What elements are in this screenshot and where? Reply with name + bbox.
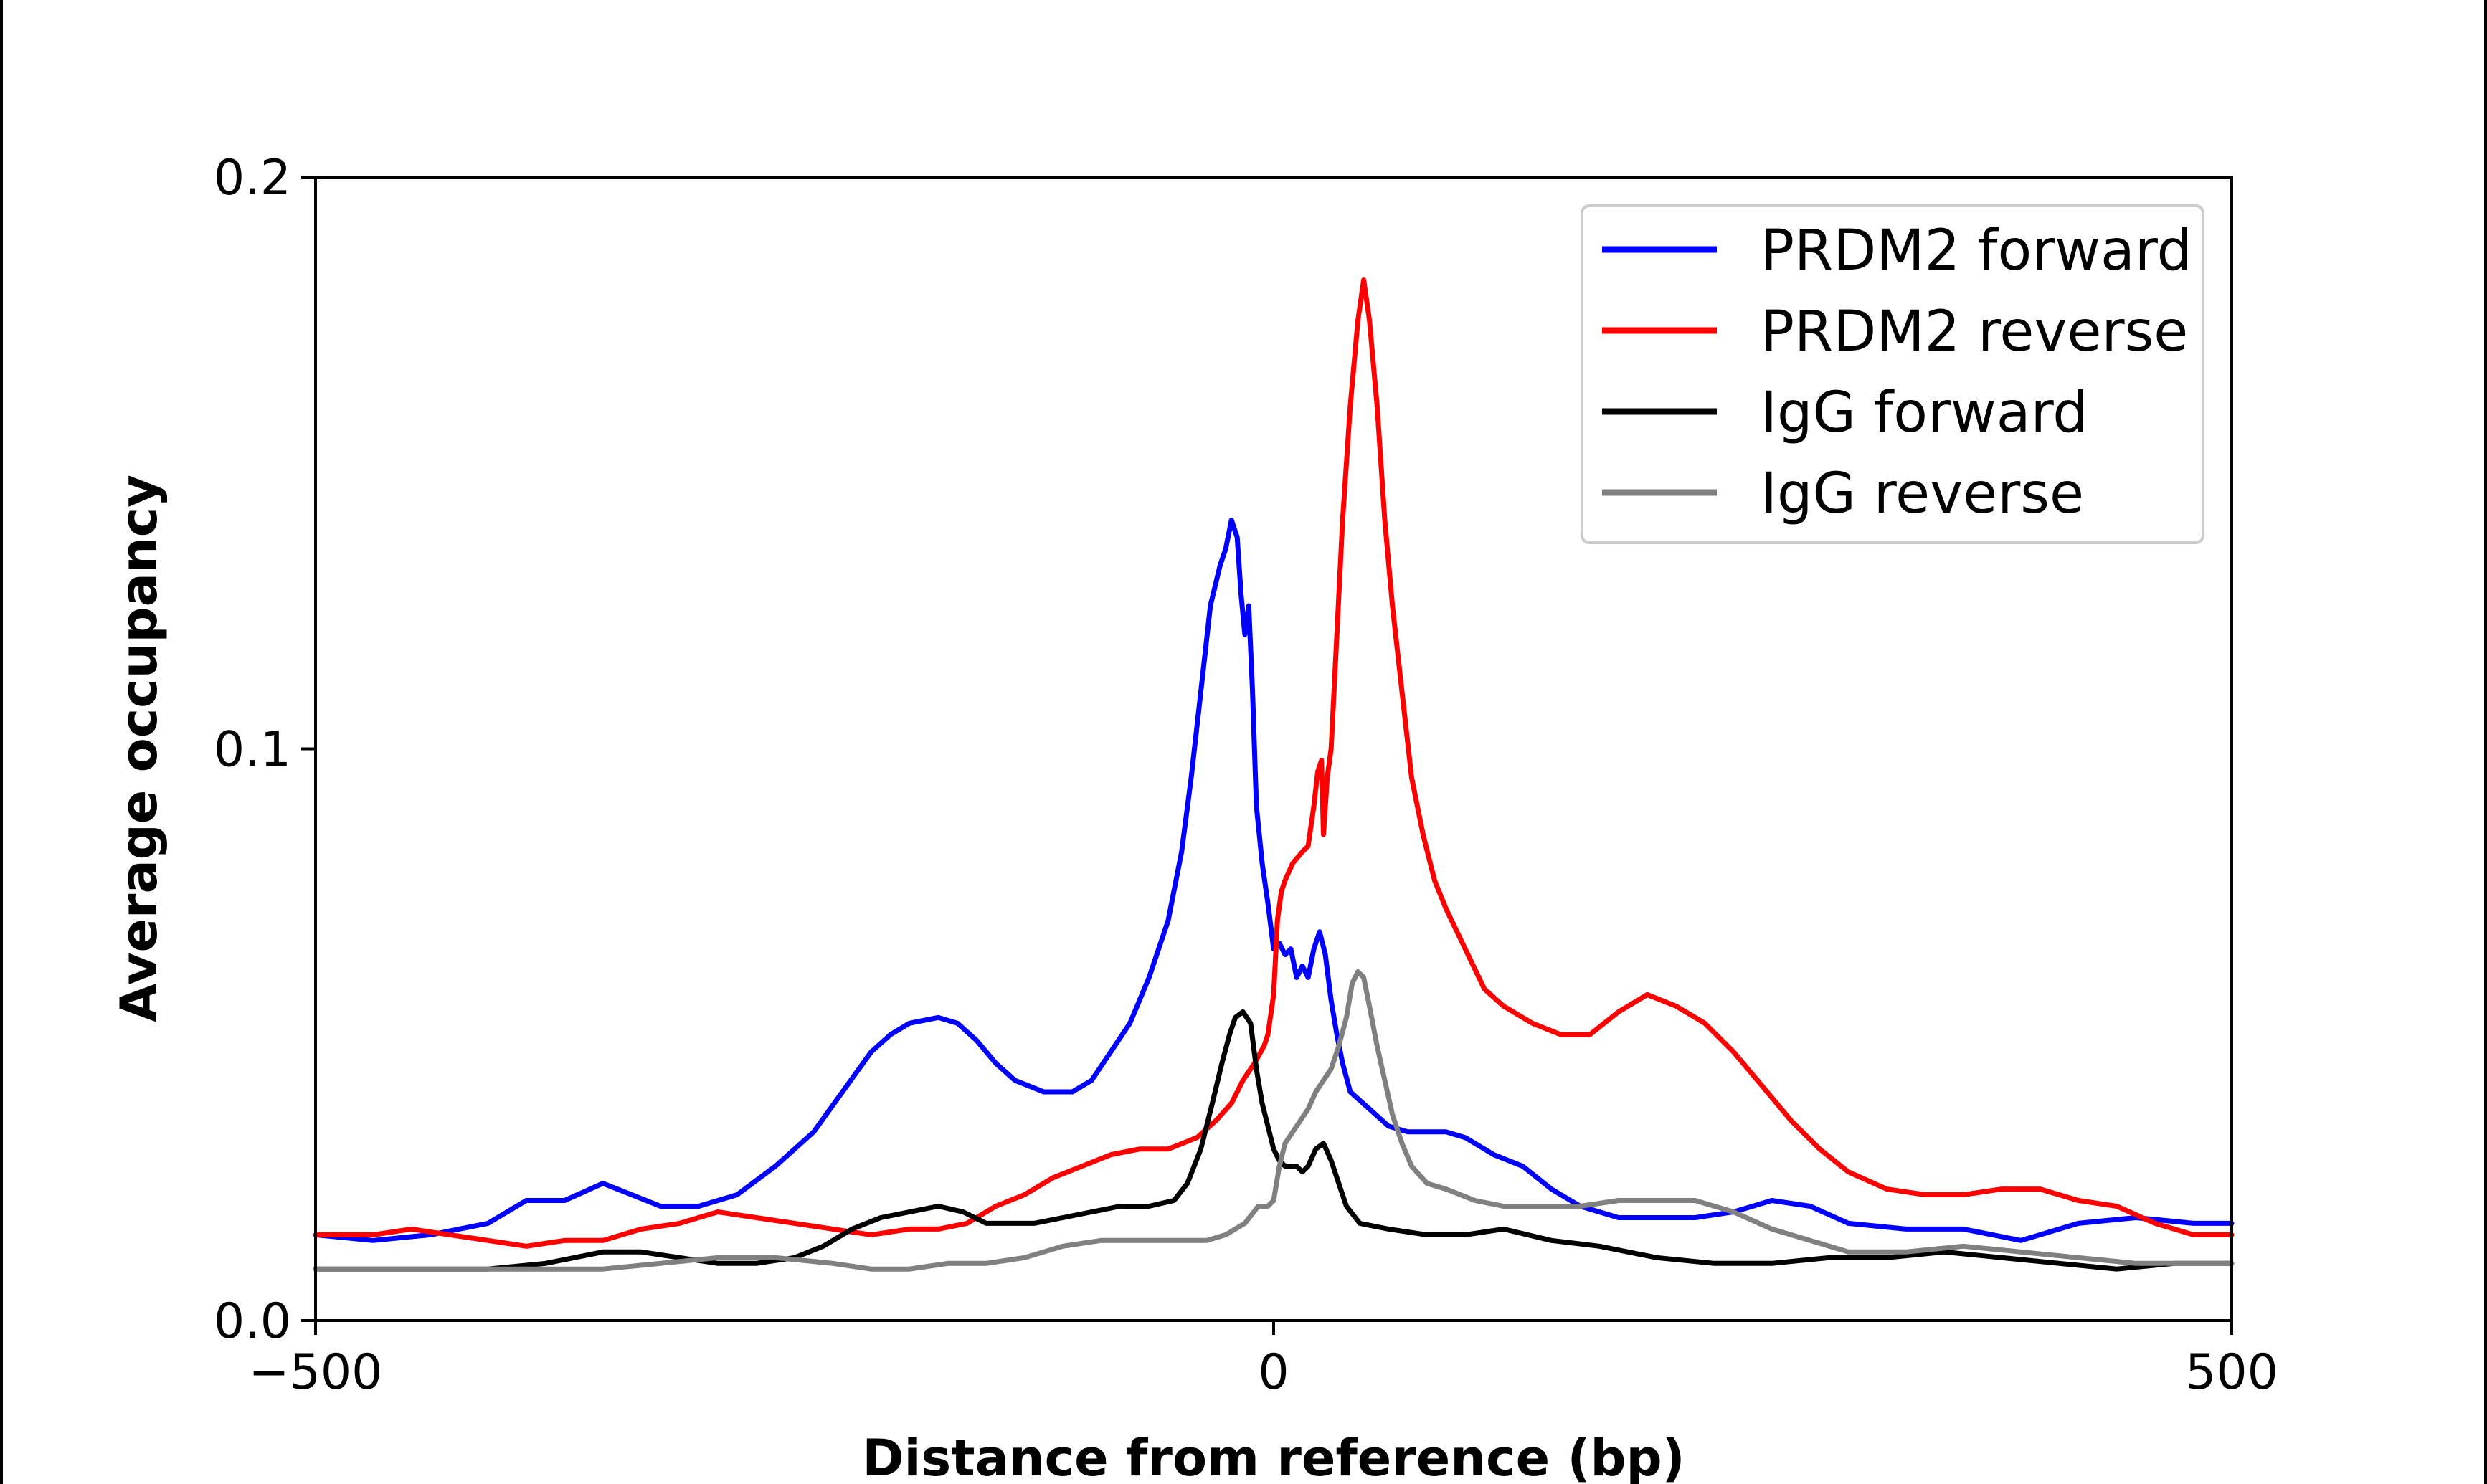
legend-label-igg-forward: IgG forward — [1761, 381, 2088, 445]
x-tick-label: −500 — [249, 1344, 383, 1401]
x-tick-label: 500 — [2185, 1344, 2278, 1401]
legend: PRDM2 forward PRDM2 reverse IgG forward IgG… — [1581, 204, 2204, 544]
legend-box — [1581, 204, 2204, 544]
x-axis-label: Distance from reference (bp) — [862, 1429, 1685, 1484]
legend-label-prdm2-reverse: PRDM2 reverse — [1761, 300, 2188, 364]
y-axis-label: Average occupancy — [110, 475, 169, 1022]
series-line-igg-reverse — [313, 969, 2235, 1272]
series-line-prdm2-forward — [313, 518, 2235, 1243]
series-layer — [313, 277, 2235, 1272]
y-tick-label: 0.1 — [214, 722, 291, 779]
right-edge-bar — [2484, 0, 2487, 1484]
ticks-layer: −500 0 500 0.0 0.1 0.2 — [214, 150, 2278, 1401]
series-line-prdm2-reverse — [313, 277, 2235, 1249]
legend-items: PRDM2 forward PRDM2 reverse IgG forward IgG… — [1602, 219, 2192, 526]
legend-label-prdm2-forward: PRDM2 forward — [1761, 219, 2192, 283]
left-edge-bar — [0, 0, 3, 1484]
x-tick-label: 0 — [1258, 1344, 1289, 1401]
y-tick-label: 0.2 — [214, 150, 291, 206]
series-line-igg-forward — [313, 1009, 2235, 1272]
legend-label-igg-reverse: IgG reverse — [1761, 462, 2084, 526]
y-tick-label: 0.0 — [214, 1293, 291, 1350]
